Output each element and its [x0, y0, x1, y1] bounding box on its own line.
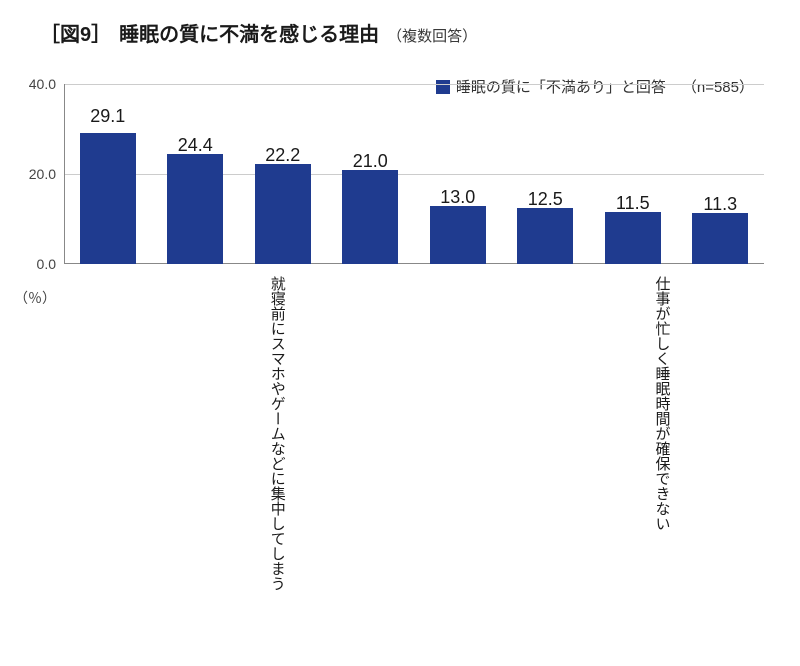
bar-slot: 21.0 [327, 84, 415, 264]
title-prefix: ［図9］ [40, 18, 111, 47]
bars: 29.124.422.221.0 13.012.511.511.3 [64, 84, 764, 264]
title-main-text: 睡眠の質に不満を感じる理由 [119, 18, 379, 47]
bar-value-label: 29.1 [64, 106, 152, 127]
bar [430, 206, 486, 265]
x-tick-label: 就寝前にスマホやゲームなどに集中してしまう [267, 272, 287, 666]
bar [342, 170, 398, 265]
bar-value-label: 21.0 [327, 151, 415, 172]
bar-value-label: 13.0 [414, 187, 502, 208]
bar-value-label: 12.5 [502, 189, 590, 210]
bar-slot: 29.1 [64, 84, 152, 264]
y-tick-label: 0.0 [8, 256, 56, 272]
bar-value-label: 22.2 [239, 145, 327, 166]
x-labels: 就寝前にスマホやゲームなどに集中してしまう仕事が忙しく睡眠時間が確保できない健康… [64, 272, 764, 666]
bar [605, 212, 661, 264]
bar-slot: 11.5 [589, 84, 677, 264]
chart-title: ［図9］ 睡眠の質に不満を感じる理由 （複数回答） [40, 18, 477, 47]
bar-slot: 12.5 [502, 84, 590, 264]
title-subtitle: （複数回答） [387, 25, 477, 46]
x-tick-label: 仕事が忙しく睡眠時間が確保できない [651, 272, 671, 666]
bar-slot: 13.0 [414, 84, 502, 264]
bar-slot: 11.3 [677, 84, 765, 264]
y-tick-label: 20.0 [8, 166, 56, 182]
bar [167, 154, 223, 264]
bar-value-label: 24.4 [152, 135, 240, 156]
bar-slot: 22.2 [239, 84, 327, 264]
bar [80, 133, 136, 264]
bar [255, 164, 311, 264]
y-unit-label: （％） [8, 288, 56, 308]
bar [692, 213, 748, 264]
bar-value-label: 11.5 [589, 193, 677, 214]
bar-slot: 24.4 [152, 84, 240, 264]
bar-value-label: 11.3 [677, 194, 765, 215]
bar [517, 208, 573, 264]
y-tick-label: 40.0 [8, 76, 56, 92]
